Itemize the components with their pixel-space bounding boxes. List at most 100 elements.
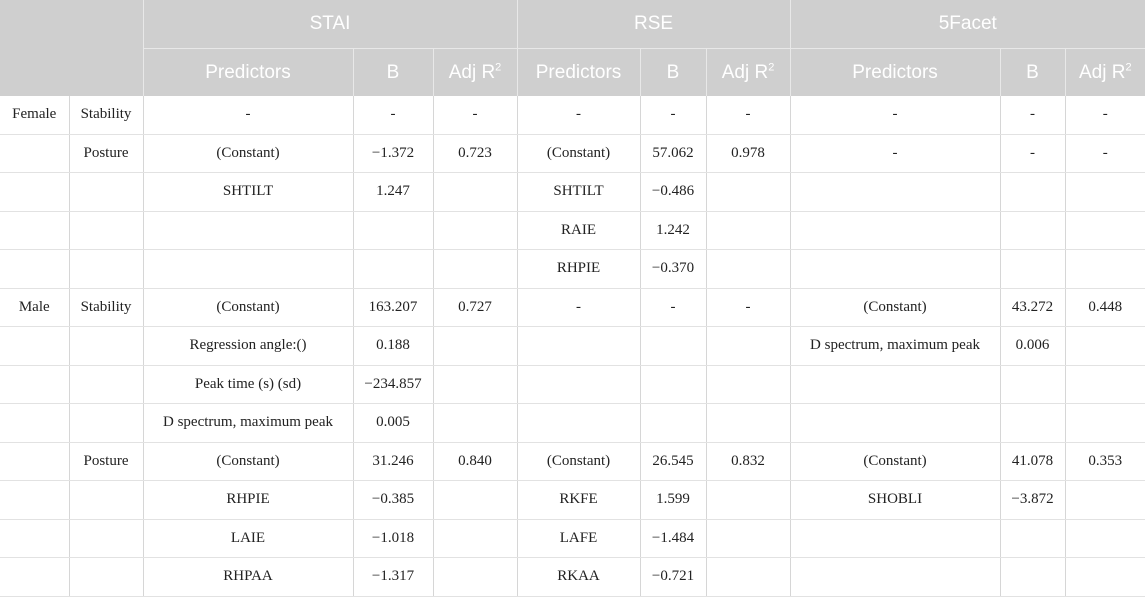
rse-b-cell: −0.370 [639,249,707,289]
5facet-predictor-cell: (Constant) [789,287,1001,327]
5facet-adjr2-cell [1064,211,1145,250]
sex-cell [0,557,69,597]
rse-predictor-cell: SHTILT [516,172,641,212]
rse-adjr2-cell [705,249,791,289]
rse-adjr2-cell [705,211,791,250]
rse-adjr2-cell [705,480,791,520]
stai-b-cell: −234.857 [352,365,433,404]
stai-adjr2-cell: 0.840 [432,441,518,481]
sex-cell [0,133,69,173]
rse-b-cell [639,403,707,443]
rse-adjr2-cell [705,403,791,443]
rse-predictor-cell: - [516,287,641,327]
5facet-b-header: B [999,48,1066,96]
condition-cell: Posture [68,441,143,481]
stai-predictor-cell: D spectrum, maximum peak [142,403,353,443]
5facet-predictor-cell [789,249,1001,289]
table-row: LAIE −1.018 LAFE −1.484 [0,519,1145,558]
5facet-b-cell [999,211,1066,250]
rse-adjr2-cell: - [705,96,791,135]
stai-predictor-cell: (Constant) [142,441,353,481]
condition-cell: Posture [68,133,143,173]
table-row: Peak time (s) (sd) −234.857 [0,365,1145,404]
stai-predictor-cell [142,249,353,289]
rse-b-cell: −0.486 [639,172,707,212]
sex-cell [0,403,69,443]
rse-predictor-cell: - [516,96,641,135]
stai-adjr2-cell: 0.723 [432,133,518,173]
condition-cell [68,211,143,250]
sex-cell: Male [0,287,69,327]
corner-cell-lower [0,48,143,96]
rse-b-cell: 1.242 [639,211,707,250]
stai-predictor-cell: RHPAA [142,557,353,597]
sex-cell: Female [0,96,69,135]
table-row: RHPIE −0.385 RKFE 1.599 SHOBLI −3.872 [0,480,1145,520]
corner-cell [0,0,143,49]
5facet-adjr2-cell [1064,365,1145,404]
5facet-b-cell [999,403,1066,443]
table-row: SHTILT 1.247 SHTILT −0.486 [0,172,1145,212]
stai-b-cell: 31.246 [352,441,433,481]
sex-cell [0,441,69,481]
stai-adjr2-cell [432,172,518,212]
rse-b-cell: 57.062 [639,133,707,173]
stai-predictor-cell: Peak time (s) (sd) [142,365,353,404]
rse-adjr2-header: Adj R2 [705,48,791,96]
sex-cell [0,211,69,250]
5facet-b-cell: 43.272 [999,287,1066,327]
rse-b-cell: 26.545 [639,441,707,481]
stai-predictor-cell [142,211,353,250]
stai-predictor-cell: - [142,96,353,135]
condition-cell: Stability [68,96,143,135]
stai-b-cell [352,211,433,250]
stai-predictor-cell: RHPIE [142,480,353,520]
rse-predictor-cell [516,365,641,404]
rse-predictor-cell: (Constant) [516,441,641,481]
stai-adjr2-cell [432,403,518,443]
stai-adjr2-cell [432,365,518,404]
5facet-b-cell: 41.078 [999,441,1066,481]
rse-predictor-cell: (Constant) [516,133,641,173]
stai-predictor-cell: Regression angle:() [142,326,353,366]
5facet-predictor-cell: - [789,133,1001,173]
sex-cell [0,249,69,289]
condition-cell [68,172,143,212]
stai-adjr2-cell: 0.727 [432,287,518,327]
stai-b-cell: −0.385 [352,480,433,520]
stai-adjr2-cell [432,249,518,289]
stai-b-cell: 0.188 [352,326,433,366]
rse-b-cell [639,365,707,404]
rse-b-cell: −0.721 [639,557,707,597]
5facet-predictor-cell [789,365,1001,404]
condition-cell: Stability [68,287,143,327]
stai-b-cell [352,249,433,289]
stai-adjr2-cell [432,557,518,597]
rse-adjr2-cell [705,365,791,404]
rse-adjr2-cell: 0.832 [705,441,791,481]
5facet-adjr2-cell [1064,249,1145,289]
stai-b-cell: −1.372 [352,133,433,173]
5facet-b-cell: - [999,96,1066,135]
table-row: Posture (Constant) 31.246 0.840 (Constant) 26… [0,441,1145,481]
subheader-row: Predictors B Adj R2 Predictors B Adj R2 … [0,48,1145,96]
5facet-adjr2-cell: 0.448 [1064,287,1145,327]
table-row: RHPIE −0.370 [0,249,1145,289]
5facet-predictor-cell: (Constant) [789,441,1001,481]
condition-cell [68,365,143,404]
rse-predictor-cell: RKAA [516,557,641,597]
rse-predictor-cell [516,326,641,366]
rse-b-cell: −1.484 [639,519,707,558]
stai-adjr2-header: Adj R2 [432,48,518,96]
table-row: Posture (Constant) −1.372 0.723 (Constant) 57… [0,133,1145,173]
stai-predictor-cell: LAIE [142,519,353,558]
rse-b-cell: - [639,96,707,135]
5facet-predictor-cell: - [789,96,1001,135]
stai-predictor-cell: SHTILT [142,172,353,212]
sex-cell [0,326,69,366]
5facet-adjr2-cell: - [1064,133,1145,173]
stai-predictors-header: Predictors [142,48,353,96]
condition-cell [68,403,143,443]
sex-cell [0,480,69,520]
